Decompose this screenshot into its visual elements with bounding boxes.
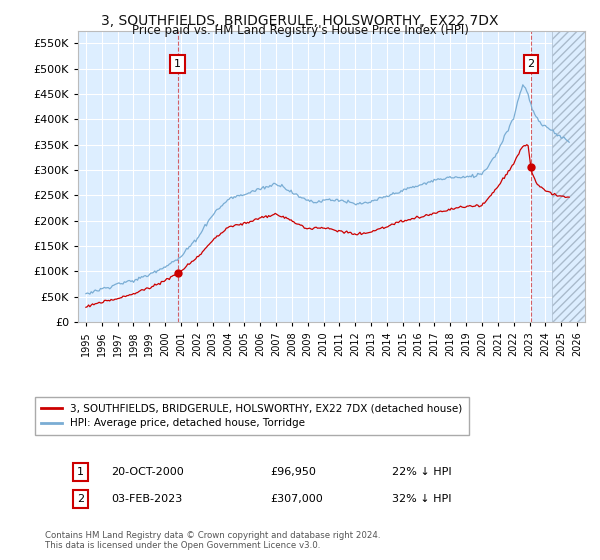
Text: 2: 2 — [527, 59, 535, 69]
Text: £307,000: £307,000 — [271, 494, 323, 504]
Text: 03-FEB-2023: 03-FEB-2023 — [111, 494, 182, 504]
Text: 20-OCT-2000: 20-OCT-2000 — [111, 467, 184, 477]
Text: 1: 1 — [175, 59, 181, 69]
Text: 1: 1 — [77, 467, 84, 477]
Text: 32% ↓ HPI: 32% ↓ HPI — [392, 494, 452, 504]
Text: £96,950: £96,950 — [271, 467, 317, 477]
Text: 3, SOUTHFIELDS, BRIDGERULE, HOLSWORTHY, EX22 7DX: 3, SOUTHFIELDS, BRIDGERULE, HOLSWORTHY, … — [101, 14, 499, 28]
Text: Price paid vs. HM Land Registry's House Price Index (HPI): Price paid vs. HM Land Registry's House … — [131, 24, 469, 36]
Text: Contains HM Land Registry data © Crown copyright and database right 2024.
This d: Contains HM Land Registry data © Crown c… — [45, 530, 380, 550]
Text: 2: 2 — [77, 494, 84, 504]
Legend: 3, SOUTHFIELDS, BRIDGERULE, HOLSWORTHY, EX22 7DX (detached house), HPI: Average : 3, SOUTHFIELDS, BRIDGERULE, HOLSWORTHY, … — [35, 397, 469, 435]
Text: 22% ↓ HPI: 22% ↓ HPI — [392, 467, 452, 477]
Bar — [552, 31, 585, 322]
